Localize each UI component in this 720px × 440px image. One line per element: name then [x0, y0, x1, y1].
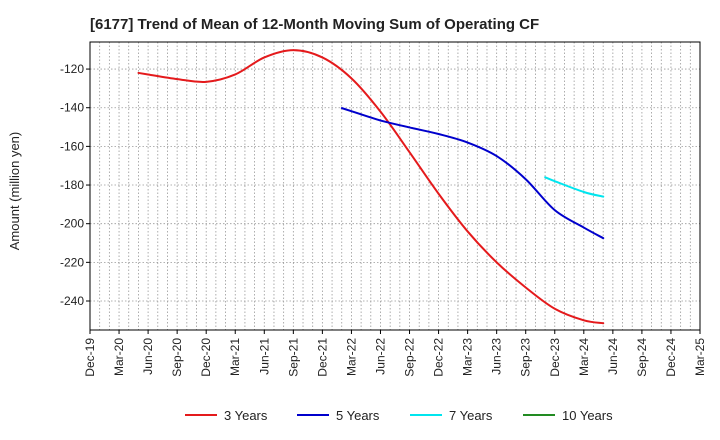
legend-label: 5 Years [336, 408, 380, 423]
x-tick-label: Sep-20 [170, 338, 184, 377]
grid [90, 42, 700, 330]
legend-label: 7 Years [449, 408, 493, 423]
x-tick-label: Jun-22 [373, 338, 387, 375]
chart-title: [6177] Trend of Mean of 12-Month Moving … [90, 16, 539, 33]
x-tick-label: Mar-25 [693, 338, 707, 376]
x-tick-label: Sep-21 [286, 338, 300, 377]
plot-frame [89, 41, 701, 331]
x-tick-label: Jun-20 [141, 338, 155, 375]
x-tick-label: Dec-20 [199, 338, 213, 377]
y-tick-label: -140 [60, 101, 84, 115]
x-tick-label: Dec-23 [548, 338, 562, 377]
x-tick-label: Jun-23 [490, 338, 504, 375]
x-tick-label: Sep-24 [635, 338, 649, 377]
x-axis: Dec-19 Mar-20 Jun-20 Sep-20 Dec-20 Mar-21 Jun-… [83, 330, 707, 377]
x-tick-label: Sep-23 [519, 338, 533, 377]
x-tick-label: Dec-21 [315, 338, 329, 377]
x-tick-label: Jun-24 [606, 338, 620, 375]
x-tick-label: Dec-22 [432, 338, 446, 377]
series-line-3-years [137, 49, 605, 325]
legend: 3 Years 5 Years 7 Years 10 Years [185, 408, 613, 423]
x-tick-label: Mar-21 [228, 338, 242, 376]
y-tick-label: -120 [60, 62, 84, 76]
x-tick-label: Jun-21 [257, 338, 271, 375]
x-tick-label: Mar-22 [344, 338, 358, 376]
series-line-5-years [340, 107, 605, 240]
y-tick-label: -220 [60, 255, 84, 269]
y-axis-label: Amount (million yen) [7, 132, 22, 251]
x-tick-label: Dec-24 [664, 338, 678, 377]
y-tick-label: -160 [60, 139, 84, 153]
y-tick-label: -200 [60, 217, 84, 231]
y-axis: -120 -140 -160 -180 -200 -220 -240 [60, 62, 90, 308]
x-tick-label: Mar-20 [112, 338, 126, 376]
series-line-7-years [544, 176, 605, 198]
x-tick-label: Sep-22 [403, 338, 417, 377]
x-tick-label: Mar-23 [461, 338, 475, 376]
y-tick-label: -240 [60, 294, 84, 308]
series-lines [137, 49, 605, 325]
y-tick-label: -180 [60, 178, 84, 192]
legend-label: 3 Years [224, 408, 268, 423]
x-tick-label: Dec-19 [83, 338, 97, 377]
legend-label: 10 Years [562, 408, 613, 423]
x-tick-label: Mar-24 [577, 338, 591, 376]
